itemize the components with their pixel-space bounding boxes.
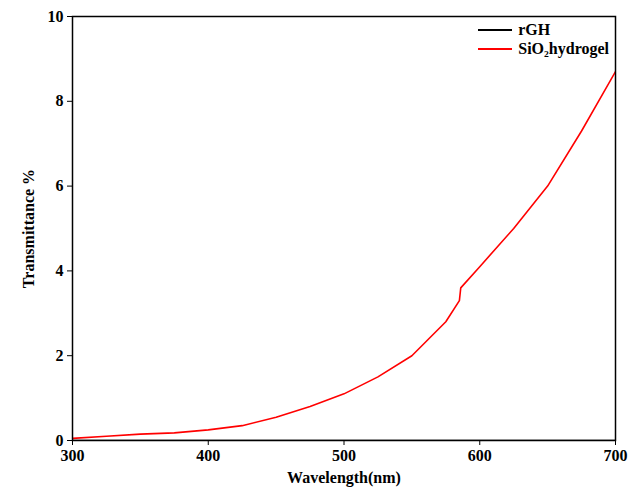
- html-text:rGH: rGH: [518, 21, 551, 38]
- svg-text:0: 0: [56, 432, 64, 449]
- svg-text:300: 300: [61, 447, 85, 464]
- html-text:SiO₂hydrogel: SiO₂hydrogel: [518, 40, 609, 57]
- svg-text:4: 4: [56, 262, 64, 279]
- svg-text:10: 10: [48, 8, 64, 25]
- svg-text:400: 400: [196, 447, 220, 464]
- svg-text:2: 2: [56, 347, 64, 364]
- svg-text:8: 8: [56, 92, 64, 109]
- svg-text:600: 600: [468, 447, 492, 464]
- svg-text:Wavelength(nm): Wavelength(nm): [287, 469, 401, 487]
- svg-text:700: 700: [604, 447, 628, 464]
- svg-text:6: 6: [56, 177, 64, 194]
- svg-text:500: 500: [332, 447, 356, 464]
- svg-text:Transmittance %: Transmittance %: [20, 169, 37, 288]
